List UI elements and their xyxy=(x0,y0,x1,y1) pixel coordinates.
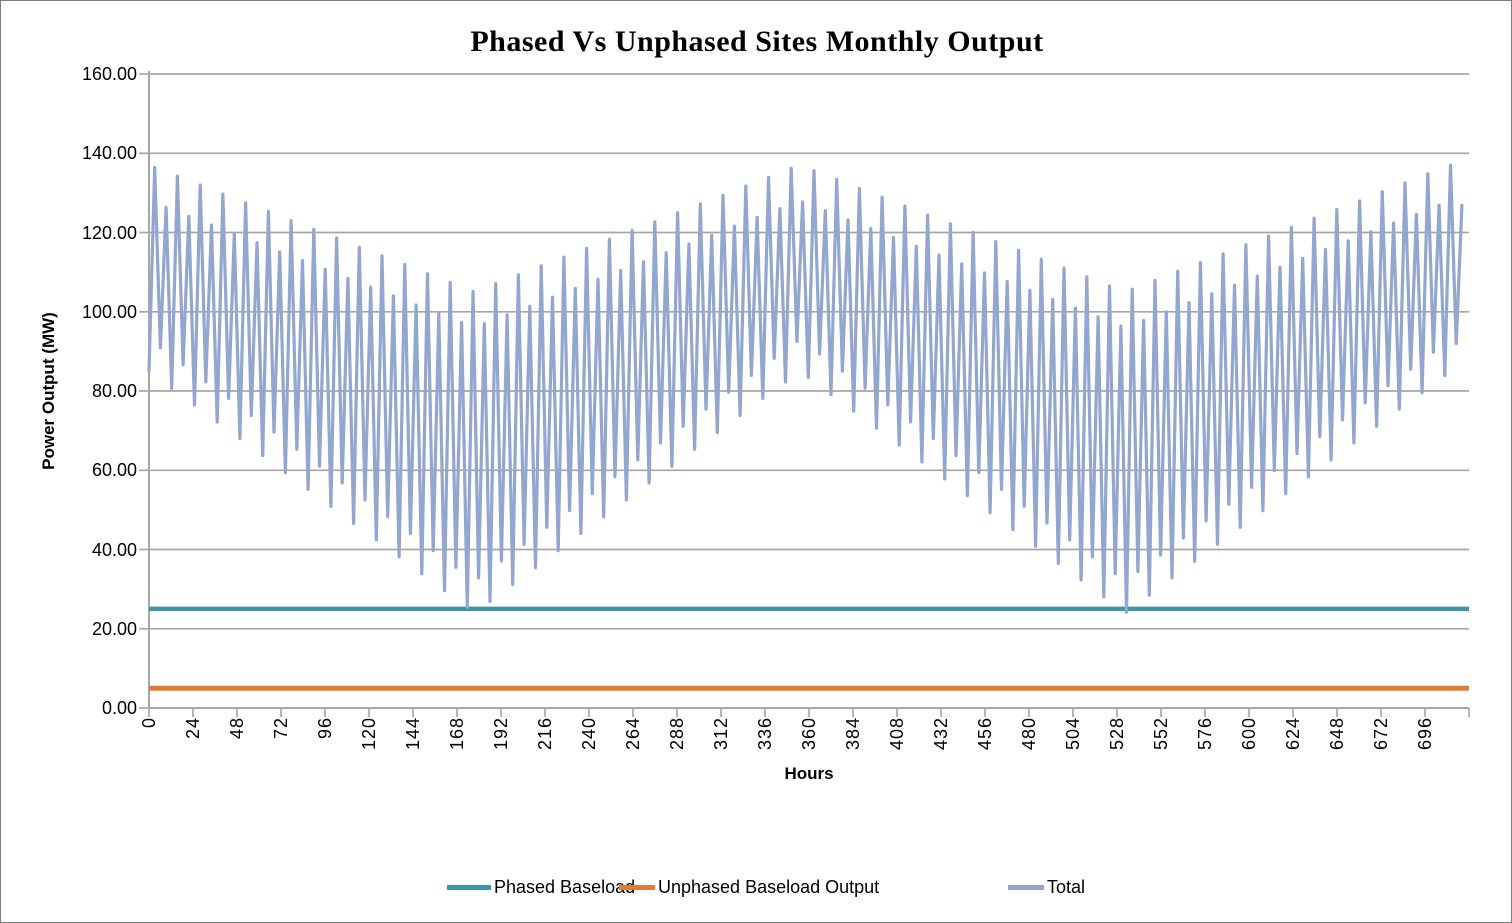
x-tick-label: 384 xyxy=(843,717,863,751)
x-tick-label: 432 xyxy=(931,717,951,751)
legend-label: Total xyxy=(1047,876,1086,897)
legend-label: Unphased Baseload Output xyxy=(658,876,880,897)
y-tick-label: 40.00 xyxy=(91,539,137,560)
y-tick-label: 80.00 xyxy=(91,381,137,401)
x-tick-label: 360 xyxy=(799,717,819,751)
x-tick-label: 192 xyxy=(491,717,511,751)
x-tick-label: 408 xyxy=(887,717,907,751)
legend-item-unphased-baseload-output: Unphased Baseload Output xyxy=(619,875,879,899)
x-tick-label: 168 xyxy=(447,717,467,751)
x-tick-label: 648 xyxy=(1327,717,1347,751)
x-tick-label: 288 xyxy=(667,717,687,751)
y-axis-title: Power Output (MW) xyxy=(39,312,58,470)
x-axis-title: Hours xyxy=(784,764,834,783)
x-tick-label: 672 xyxy=(1371,717,1391,751)
y-tick-label: 0.00 xyxy=(101,698,137,718)
x-tick-label: 0 xyxy=(139,717,159,729)
x-tick-label: 456 xyxy=(975,717,995,751)
legend-line-swatch xyxy=(447,884,491,890)
x-tick-label: 120 xyxy=(359,717,379,751)
x-tick-label: 600 xyxy=(1239,717,1259,751)
legend-line-swatch xyxy=(619,884,655,890)
x-tick-label: 504 xyxy=(1063,717,1083,751)
y-tick-label: 60.00 xyxy=(91,460,137,481)
series-total xyxy=(147,163,1464,614)
x-tick-label: 216 xyxy=(535,717,555,751)
legend-label: Phased Baseload xyxy=(494,876,636,897)
x-tick-label: 624 xyxy=(1283,717,1303,751)
legend-line-swatch xyxy=(1008,884,1044,890)
x-tick-label: 576 xyxy=(1195,717,1215,751)
legend-item-phased-baseload: Phased Baseload xyxy=(447,875,635,899)
x-tick-label: 480 xyxy=(1019,717,1039,751)
y-tick-label: 140.00 xyxy=(81,143,137,164)
x-tick-label: 696 xyxy=(1415,717,1435,751)
x-tick-label: 96 xyxy=(315,717,335,740)
y-tick-label: 100.00 xyxy=(81,301,137,322)
legend-item-total: Total xyxy=(1008,875,1085,899)
x-tick-label: 552 xyxy=(1151,717,1171,751)
x-tick-label: 48 xyxy=(227,717,247,740)
x-tick-label: 264 xyxy=(623,717,643,751)
x-tick-label: 240 xyxy=(579,717,599,751)
y-tick-label: 20.00 xyxy=(91,618,137,639)
y-tick-label: 120.00 xyxy=(81,222,137,243)
x-tick-label: 24 xyxy=(183,717,203,740)
x-tick-label: 144 xyxy=(403,717,423,751)
x-tick-label: 72 xyxy=(271,717,291,740)
x-tick-label: 528 xyxy=(1107,717,1127,751)
x-tick-label: 312 xyxy=(711,717,731,751)
y-tick-label: 160.00 xyxy=(81,64,137,84)
chart-title: Phased Vs Unphased Sites Monthly Output xyxy=(470,25,1044,58)
x-tick-label: 336 xyxy=(755,717,775,751)
